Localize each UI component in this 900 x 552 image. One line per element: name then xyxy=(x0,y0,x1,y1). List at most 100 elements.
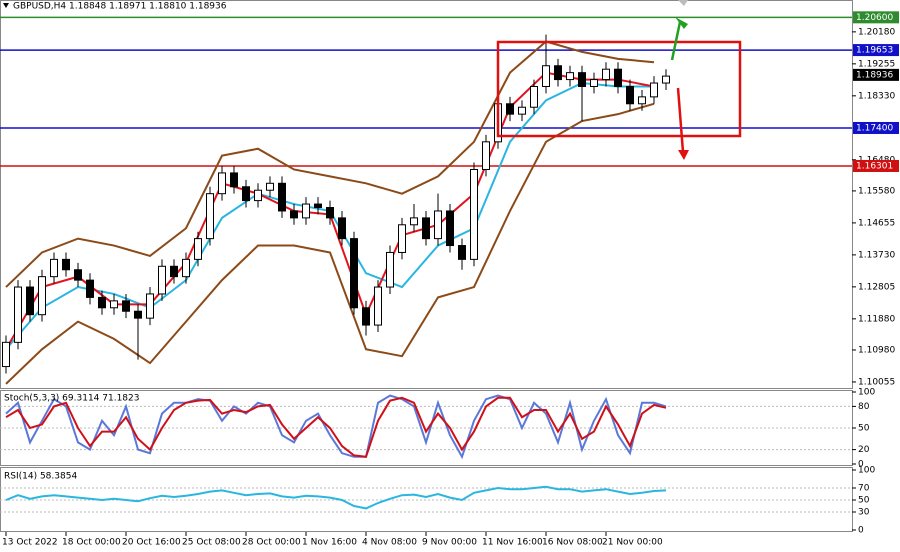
candle-body xyxy=(242,186,250,202)
range-box xyxy=(496,40,742,138)
price-tag-label: 1.18936 xyxy=(856,70,893,80)
level-tag xyxy=(853,44,899,57)
level-tag-label: 1.17400 xyxy=(856,123,893,133)
y-tick-label: 1.12805 xyxy=(858,282,895,292)
chart-title: GBPUSD,H4 1.18848 1.18971 1.18810 1.1893… xyxy=(13,2,227,12)
candle-body xyxy=(158,265,166,295)
candle-body xyxy=(14,286,22,343)
y-tick-label: 1.15580 xyxy=(858,186,895,196)
candle-body xyxy=(182,258,190,278)
candle-body xyxy=(482,141,490,170)
y-tick-label: 1.20180 xyxy=(858,27,895,37)
level-tag xyxy=(853,11,899,24)
candle-body xyxy=(662,75,670,84)
stoch-title: Stoch(5,3,3) 69.3114 71.1823 xyxy=(4,394,139,404)
candle-body xyxy=(602,68,610,81)
candle-body xyxy=(446,210,454,247)
candle-body xyxy=(422,217,430,240)
candle-body xyxy=(554,65,562,81)
candle-body xyxy=(110,300,118,309)
x-tick-label: 4 Nov 08:00 xyxy=(362,538,417,548)
candle-body xyxy=(470,168,478,260)
candle-body xyxy=(434,210,442,240)
x-tick-label: 9 Nov 00:00 xyxy=(422,538,477,548)
candle-body xyxy=(146,293,154,319)
candle-body xyxy=(206,193,214,240)
candle-body xyxy=(278,182,286,212)
candle-body xyxy=(194,238,202,260)
menu-icon xyxy=(3,3,9,8)
candle-body xyxy=(506,103,514,115)
candle-body xyxy=(302,203,310,219)
candle-body xyxy=(458,245,466,260)
candle-body xyxy=(626,85,634,105)
candle-body xyxy=(350,238,358,309)
candle-body xyxy=(362,307,370,326)
candle-body xyxy=(98,296,106,309)
y-tick-label: 1.18330 xyxy=(858,91,895,101)
level-tag-label: 1.19653 xyxy=(856,46,893,56)
y-tick-label: 1.10980 xyxy=(858,345,895,355)
candle-body xyxy=(122,300,130,312)
y-tick-label: 1.11880 xyxy=(858,314,895,324)
down-arrow xyxy=(676,87,685,153)
candle-body xyxy=(218,172,226,195)
candle-body xyxy=(230,172,238,188)
y-tick-label: 1.19255 xyxy=(858,59,895,69)
price-panel-frame xyxy=(0,0,853,389)
x-tick-label: 18 Oct 00:00 xyxy=(62,538,121,548)
level-tag xyxy=(853,159,899,172)
y-tick-label: 100 xyxy=(858,388,875,398)
candle-body xyxy=(290,210,298,219)
candle-body xyxy=(134,310,142,319)
y-tick-label: 1.10055 xyxy=(858,377,895,387)
y-tick-label: 0 xyxy=(858,460,864,470)
candle-body xyxy=(398,224,406,253)
candle-body xyxy=(338,217,346,240)
up-arrow xyxy=(670,21,682,61)
y-tick-label: 50 xyxy=(858,496,870,506)
y-tick-label: 0 xyxy=(858,526,864,536)
candle-body xyxy=(530,85,538,108)
candle-body xyxy=(254,189,262,202)
x-tick-label: 28 Oct 00:00 xyxy=(242,538,301,548)
y-tick-label: 1.14655 xyxy=(858,218,895,228)
y-tick-label: 50 xyxy=(858,424,870,434)
candle-body xyxy=(38,276,46,316)
top-arrow xyxy=(678,0,688,6)
candle-body xyxy=(26,286,34,316)
indicator-line xyxy=(5,102,655,385)
candle-body xyxy=(50,258,58,278)
indicator-line xyxy=(5,485,667,510)
candle-body xyxy=(410,217,418,226)
level-tag-label: 1.16301 xyxy=(856,161,893,171)
level-tag-label: 1.20600 xyxy=(856,13,893,23)
candle-body xyxy=(266,182,274,191)
candle-body xyxy=(314,203,322,209)
candle-body xyxy=(638,96,646,105)
level-tag xyxy=(853,121,899,134)
candle-body xyxy=(74,269,82,281)
price-tag xyxy=(853,68,899,81)
candle-body xyxy=(326,207,334,219)
candle-body xyxy=(374,286,382,326)
x-tick-label: 13 Oct 2022 xyxy=(2,538,58,548)
y-tick-label: 30 xyxy=(858,508,870,518)
x-tick-label: 11 Nov 16:00 xyxy=(482,538,543,548)
candle-body xyxy=(578,72,586,87)
x-tick-label: 1 Nov 16:00 xyxy=(302,538,357,548)
y-tick-label: 1.13730 xyxy=(858,250,895,260)
candle-body xyxy=(518,106,526,115)
down-arrowhead xyxy=(678,150,689,160)
x-tick-label: 21 Nov 00:00 xyxy=(602,538,663,548)
candle-body xyxy=(614,68,622,87)
x-tick-label: 20 Oct 16:00 xyxy=(122,538,181,548)
candle-body xyxy=(542,65,550,87)
indicator-line xyxy=(5,396,667,458)
up-arrowhead xyxy=(675,17,688,29)
candle-body xyxy=(170,265,178,278)
y-tick-label: 100 xyxy=(858,466,875,476)
candle-body xyxy=(590,79,598,87)
